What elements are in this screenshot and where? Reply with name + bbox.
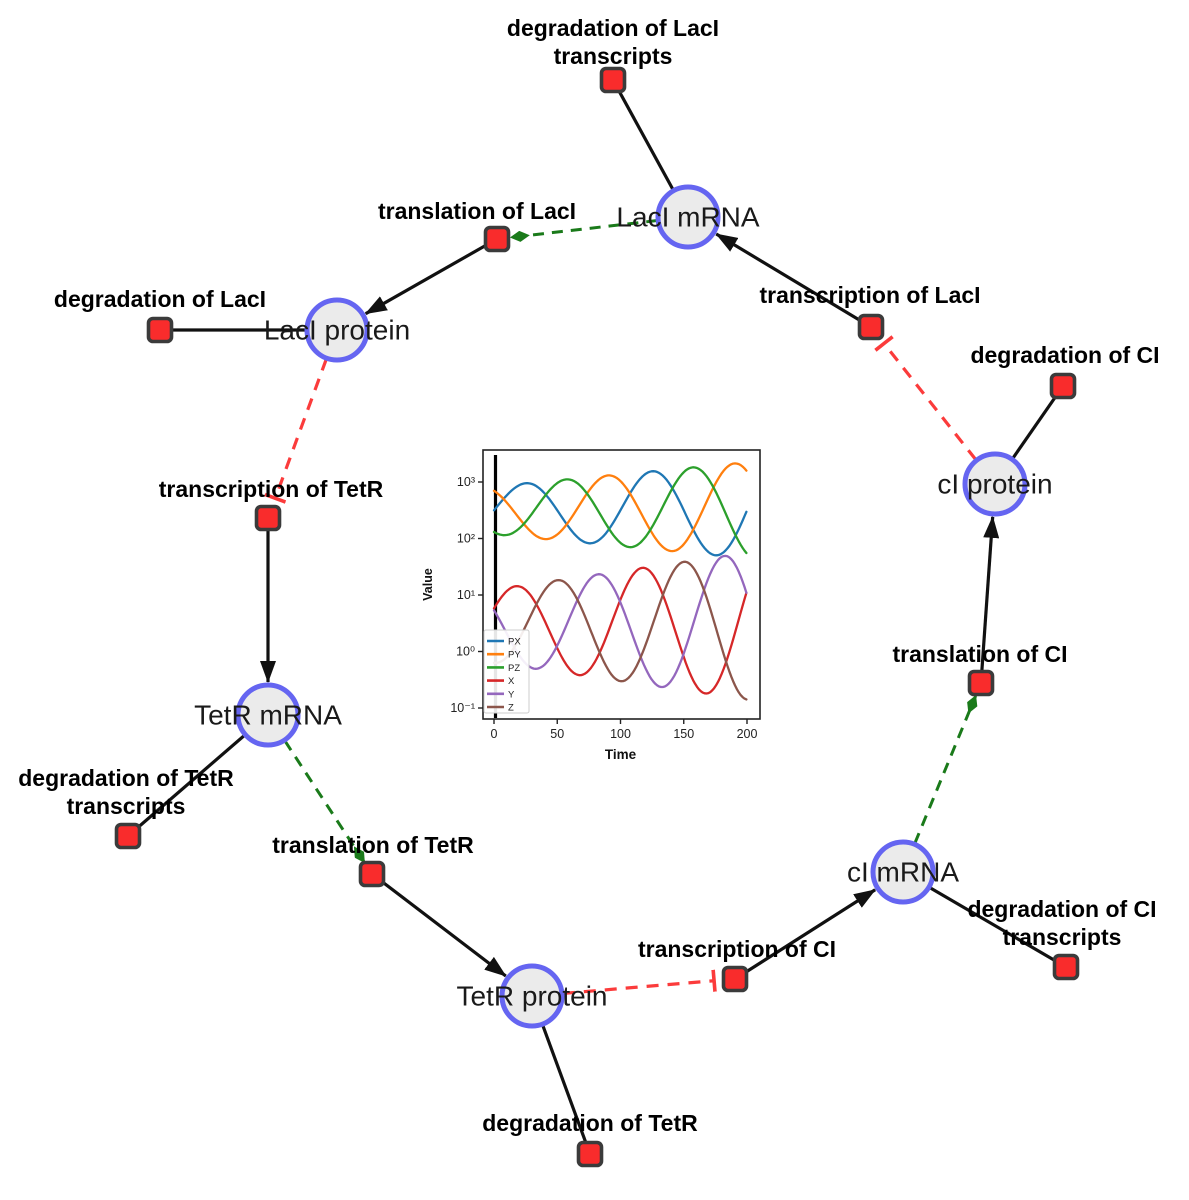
y-tick-label: 10⁻¹: [450, 701, 475, 715]
edge-laci-mrna-to-translation-laci-modifier: [509, 219, 658, 242]
species-node-ci-mrna: [870, 839, 936, 905]
edge-translation-tetr-to-tetr-protein-product: [371, 872, 507, 978]
edge-tetr-protein-to-transcription-ci-inhibition: [562, 969, 717, 996]
reaction-label-translation-tetr: translation of TetR: [272, 832, 474, 858]
labels-layer: degradation of LacItranscriptstranslatio…: [18, 15, 1159, 1136]
series-line-Z: [492, 560, 748, 701]
legend-label-X: X: [508, 676, 515, 687]
reaction-node-degradation-laci-transcripts: [599, 66, 627, 94]
species-node-ci-protein: [962, 451, 1028, 517]
y-tick-label: 10³: [457, 475, 475, 489]
species-label-ci-protein: cI protein: [937, 469, 1052, 500]
reaction-node-transcription-laci: [857, 313, 885, 341]
edge-transcription-ci-to-ci-mrna-product: [734, 888, 877, 981]
reaction-label-degradation-tetr-transcripts: degradation of TetR: [18, 765, 234, 791]
legend-label-PZ: PZ: [508, 663, 520, 674]
species-node-laci-protein: [304, 297, 370, 363]
x-tick-label: 50: [550, 727, 564, 741]
y-tick-label: 10⁰: [456, 645, 475, 659]
y-tick-label: 10²: [457, 532, 475, 546]
reaction-node-translation-tetr: [358, 860, 386, 888]
x-tick-label: 200: [737, 727, 758, 741]
reaction-label-degradation-tetr-transcripts: transcripts: [67, 793, 186, 819]
edge-transcription-laci-to-laci-mrna-product: [715, 232, 872, 329]
species-label-laci-protein: LacI protein: [264, 315, 410, 346]
edge-ci-mrna-to-translation-ci-modifier: [913, 695, 978, 844]
reaction-node-degradation-ci-transcripts: [1052, 953, 1080, 981]
reaction-label-degradation-ci-transcripts: transcripts: [1003, 924, 1122, 950]
chart-plot-area: [492, 455, 748, 718]
reaction-label-degradation-tetr: degradation of TetR: [482, 1110, 698, 1136]
species-node-tetr-mrna: [235, 682, 301, 748]
series-line-PZ: [492, 466, 748, 555]
reaction-node-degradation-laci: [146, 316, 174, 344]
inset-chart: 0 50 100 150 20010³10²10¹10⁰10⁻¹TimeValuePXP…: [421, 438, 778, 769]
series-line-PX: [492, 470, 748, 557]
reaction-label-transcription-ci: transcription of CI: [638, 936, 836, 962]
legend-box: [483, 629, 530, 714]
y-axis-label: Value: [421, 568, 435, 601]
reaction-node-degradation-tetr: [576, 1140, 604, 1168]
reaction-label-translation-ci: translation of CI: [892, 641, 1067, 667]
reaction-label-degradation-ci: degradation of CI: [970, 342, 1159, 368]
species-label-ci-mrna: cI mRNA: [847, 857, 959, 888]
species-label-tetr-mrna: TetR mRNA: [194, 700, 342, 731]
reaction-node-translation-ci: [967, 669, 995, 697]
x-tick-label: 150: [673, 727, 694, 741]
species-label-tetr-protein: TetR protein: [457, 981, 608, 1012]
reaction-node-degradation-ci: [1049, 372, 1077, 400]
reaction-label-degradation-laci-transcripts: transcripts: [554, 43, 673, 69]
legend-label-PX: PX: [508, 637, 521, 648]
x-axis-label: Time: [605, 747, 637, 762]
edge-ci-protein-to-transcription-laci-inhibition: [874, 335, 978, 461]
reaction-label-degradation-laci: degradation of LacI: [54, 286, 266, 312]
edge-laci-protein-to-transcription-tetr-inhibition: [264, 358, 328, 504]
reactions-layer: [114, 66, 1080, 1168]
species-node-laci-mrna: [655, 184, 721, 250]
species-node-tetr-protein: [499, 963, 565, 1029]
legend-label-Y: Y: [508, 689, 515, 700]
reaction-node-translation-laci: [483, 225, 511, 253]
legend-label-Z: Z: [508, 703, 514, 714]
edge-translation-laci-to-laci-protein-product: [364, 237, 498, 316]
edge-translation-ci-to-ci-protein-product: [979, 515, 1000, 684]
series-line-PY: [492, 462, 748, 553]
reaction-node-transcription-ci: [721, 965, 749, 993]
edge-tetr-mrna-to-translation-tetr-modifier: [283, 740, 366, 864]
x-tick-label: 0: [491, 727, 498, 741]
species-label-laci-mrna: LacI mRNA: [616, 202, 759, 233]
species-layer: [235, 184, 1028, 1029]
reaction-label-transcription-tetr: transcription of TetR: [159, 476, 384, 502]
x-tick-label: 100: [610, 727, 631, 741]
reaction-label-transcription-laci: transcription of LacI: [759, 282, 980, 308]
reaction-label-degradation-ci-transcripts: degradation of CI: [967, 896, 1156, 922]
reaction-label-degradation-laci-transcripts: degradation of LacI: [507, 15, 719, 41]
reaction-label-translation-laci: translation of LacI: [378, 198, 576, 224]
reaction-node-transcription-tetr: [254, 504, 282, 532]
reaction-node-degradation-tetr-transcripts: [114, 822, 142, 850]
legend-label-PY: PY: [508, 650, 521, 661]
chart-legend: PX PY PZ XYZ: [483, 629, 530, 714]
y-tick-label: 10¹: [457, 588, 475, 602]
